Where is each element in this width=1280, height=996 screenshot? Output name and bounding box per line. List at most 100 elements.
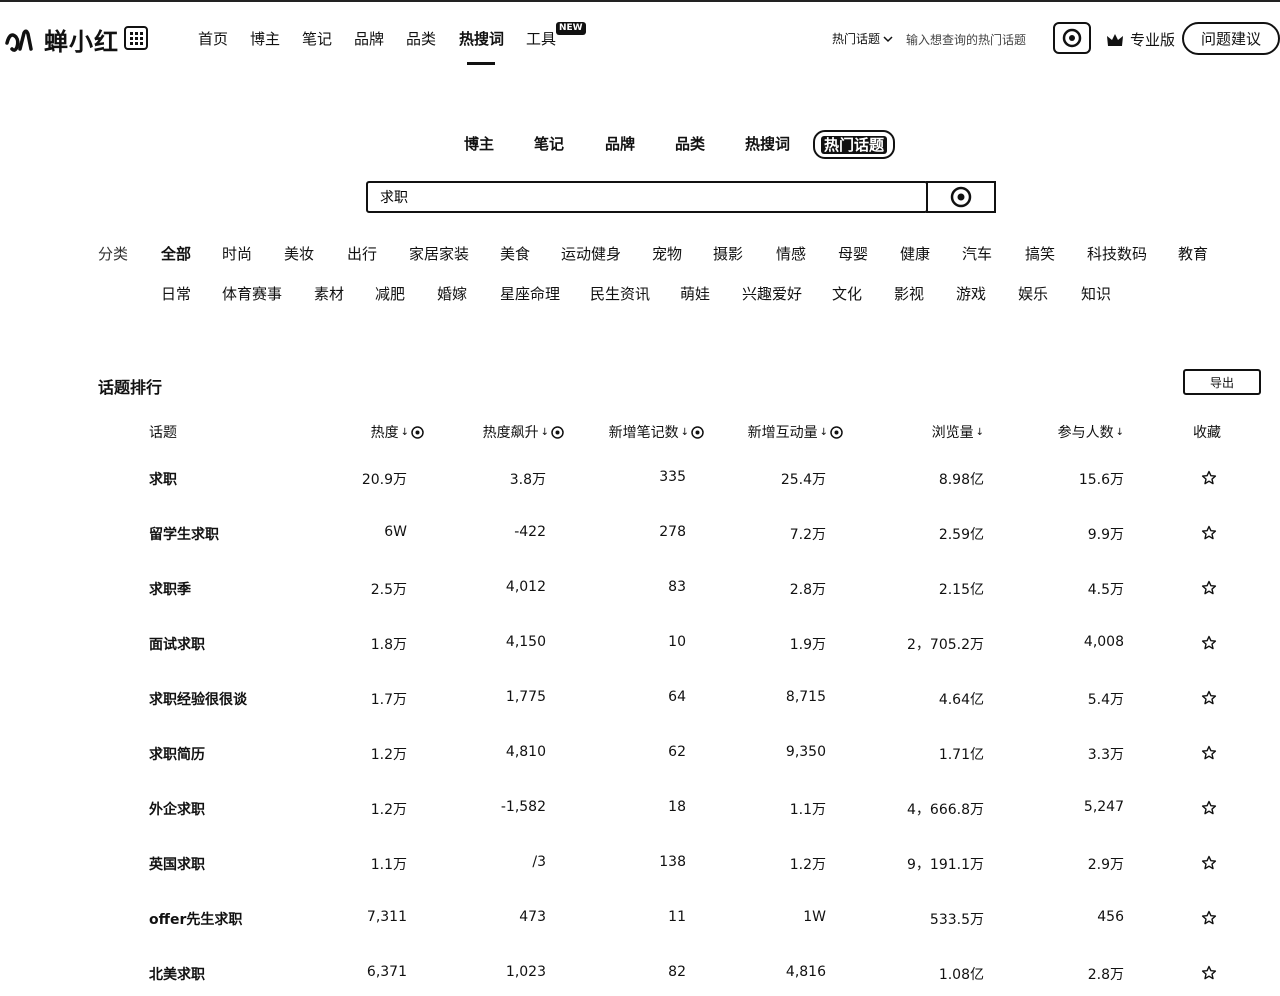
star-outline-icon[interactable] [1201, 580, 1217, 596]
sort-arrow-icon[interactable]: ↓ [400, 426, 409, 438]
subtab-notes[interactable]: 笔记 [534, 135, 565, 153]
nav-tools[interactable]: 工具 [526, 30, 557, 48]
category-item[interactable]: 出行 [347, 245, 378, 263]
topic-type-select[interactable]: 热门话题 [832, 30, 893, 47]
star-outline-icon[interactable] [1201, 690, 1217, 706]
info-circle-icon[interactable] [551, 425, 564, 439]
star-outline-icon[interactable] [1201, 800, 1217, 816]
table-row[interactable]: 留学生求职 6W -422 278 7.2万 2.59亿 9.9万 [0, 518, 1280, 548]
topic-name-link[interactable]: 外企求职 [149, 802, 205, 818]
subtab-categories[interactable]: 品类 [675, 135, 706, 153]
grid-apps-icon[interactable] [124, 26, 148, 50]
category-item[interactable]: 美食 [500, 245, 531, 263]
pro-version-link[interactable]: 专业版 [1106, 29, 1175, 50]
topic-name-link[interactable]: 英国求职 [149, 857, 205, 873]
topic-name-link[interactable]: 求职季 [149, 582, 191, 598]
nav-notes[interactable]: 笔记 [302, 30, 333, 48]
category-item[interactable]: 游戏 [956, 285, 987, 303]
nav-brands[interactable]: 品牌 [354, 30, 385, 48]
topic-search-button[interactable] [926, 181, 996, 213]
category-item[interactable]: 兴趣爱好 [742, 285, 803, 303]
table-row[interactable]: 外企求职 1.2万 -1,582 18 1.1万 4，666.8万 5,247 [0, 793, 1280, 823]
category-item[interactable]: 母婴 [838, 245, 869, 263]
star-outline-icon[interactable] [1201, 635, 1217, 651]
star-outline-icon[interactable] [1201, 470, 1217, 486]
topic-name-link[interactable]: 求职 [149, 472, 177, 488]
topic-name-link[interactable]: 求职简历 [149, 747, 205, 763]
topic-search-input[interactable] [368, 183, 932, 211]
col-new-notes-header[interactable]: 新增笔记数 ↓ [609, 422, 704, 442]
subtab-bloggers[interactable]: 博主 [464, 135, 495, 153]
category-item[interactable]: 宠物 [652, 245, 683, 263]
col-heat-rise-header[interactable]: 热度飙升 ↓ [483, 422, 564, 442]
category-item[interactable]: 美妆 [284, 245, 315, 263]
star-outline-icon[interactable] [1201, 745, 1217, 761]
category-item[interactable]: 全部 [161, 245, 192, 263]
topic-name-link[interactable]: 求职经验很很谈 [149, 692, 247, 708]
category-item[interactable]: 体育赛事 [222, 285, 283, 303]
nav-hot-search[interactable]: 热搜词 [459, 30, 505, 48]
star-outline-icon[interactable] [1201, 965, 1217, 981]
category-item[interactable]: 知识 [1081, 285, 1112, 303]
category-item[interactable]: 文化 [832, 285, 863, 303]
export-button[interactable]: 导出 [1183, 369, 1261, 395]
category-item[interactable]: 减肥 [375, 285, 406, 303]
col-heat-header[interactable]: 热度 ↓ [371, 422, 424, 442]
info-circle-icon[interactable] [691, 425, 704, 439]
category-item[interactable]: 星座命理 [500, 285, 561, 303]
table-row[interactable]: 求职经验很很谈 1.7万 1,775 64 8,715 4.64亿 5.4万 [0, 683, 1280, 713]
category-item[interactable]: 教育 [1178, 245, 1209, 263]
topic-name-link[interactable]: 北美求职 [149, 967, 205, 983]
category-item[interactable]: 家居家装 [409, 245, 470, 263]
table-row[interactable]: 求职 20.9万 3.8万 335 25.4万 8.98亿 15.6万 [0, 463, 1280, 493]
table-row[interactable]: 北美求职 6,371 1,023 82 4,816 1.08亿 2.8万 [0, 958, 1280, 988]
sort-arrow-icon[interactable]: ↓ [819, 426, 828, 438]
subtab-brands[interactable]: 品牌 [605, 135, 636, 153]
topic-name-link[interactable]: offer先生求职 [149, 912, 243, 928]
category-item[interactable]: 汽车 [962, 245, 993, 263]
col-participants-header[interactable]: 参与人数 ↓ [1058, 422, 1124, 442]
sort-arrow-icon[interactable]: ↓ [540, 426, 549, 438]
header-search-input[interactable]: 输入想查询的热门话题 [906, 33, 1027, 47]
category-item[interactable]: 萌娃 [680, 285, 711, 303]
category-item[interactable]: 情感 [776, 245, 807, 263]
nav-categories[interactable]: 品类 [406, 30, 437, 48]
table-row[interactable]: 求职季 2.5万 4,012 83 2.8万 2.15亿 4.5万 [0, 573, 1280, 603]
star-outline-icon[interactable] [1201, 855, 1217, 871]
subtab-hot-search[interactable]: 热搜词 [745, 135, 791, 153]
nav-bloggers[interactable]: 博主 [250, 30, 281, 48]
table-row[interactable]: 求职简历 1.2万 4,810 62 9,350 1.71亿 3.3万 [0, 738, 1280, 768]
category-item[interactable]: 娱乐 [1018, 285, 1049, 303]
category-item[interactable]: 影视 [894, 285, 925, 303]
category-item[interactable]: 民生资讯 [590, 285, 651, 303]
topic-name-link[interactable]: 留学生求职 [149, 527, 219, 543]
table-row[interactable]: 英国求职 1.1万/3 138 1.2万 9，191.1万 2.9万 [0, 848, 1280, 878]
category-item[interactable]: 科技数码 [1087, 245, 1148, 263]
category-item[interactable]: 日常 [161, 285, 192, 303]
sort-arrow-icon[interactable]: ↓ [680, 426, 689, 438]
category-item[interactable]: 搞笑 [1025, 245, 1056, 263]
subtab-hot-topics[interactable]: 热门话题 [813, 130, 896, 159]
header-search-button[interactable] [1053, 22, 1091, 54]
star-outline-icon[interactable] [1201, 910, 1217, 926]
nav-home[interactable]: 首页 [198, 30, 229, 48]
col-views-header[interactable]: 浏览量 ↓ [932, 422, 984, 442]
topic-name-link[interactable]: 面试求职 [149, 637, 205, 653]
category-item[interactable]: 摄影 [713, 245, 744, 263]
category-item[interactable]: 素材 [314, 285, 345, 303]
brand-logo[interactable]: 蝉小红 [4, 22, 119, 57]
feedback-button[interactable]: 问题建议 [1182, 22, 1280, 55]
table-row[interactable]: offer先生求职 7,311 473 11 1W 533.5万 456 [0, 903, 1280, 933]
sort-arrow-icon[interactable]: ↓ [1115, 426, 1124, 438]
category-item[interactable]: 健康 [900, 245, 931, 263]
category-item[interactable]: 运动健身 [561, 245, 622, 263]
info-circle-icon[interactable] [830, 425, 843, 439]
info-circle-icon[interactable] [411, 425, 424, 439]
col-new-notes-cell: 83 [668, 579, 686, 595]
col-new-interactions-header[interactable]: 新增互动量 ↓ [748, 422, 843, 442]
sort-arrow-icon[interactable]: ↓ [975, 426, 984, 438]
category-item[interactable]: 婚嫁 [437, 285, 468, 303]
category-item[interactable]: 时尚 [222, 245, 253, 263]
star-outline-icon[interactable] [1201, 525, 1217, 541]
table-row[interactable]: 面试求职 1.8万 4,150 10 1.9万 2，705.2万 4,008 [0, 628, 1280, 658]
